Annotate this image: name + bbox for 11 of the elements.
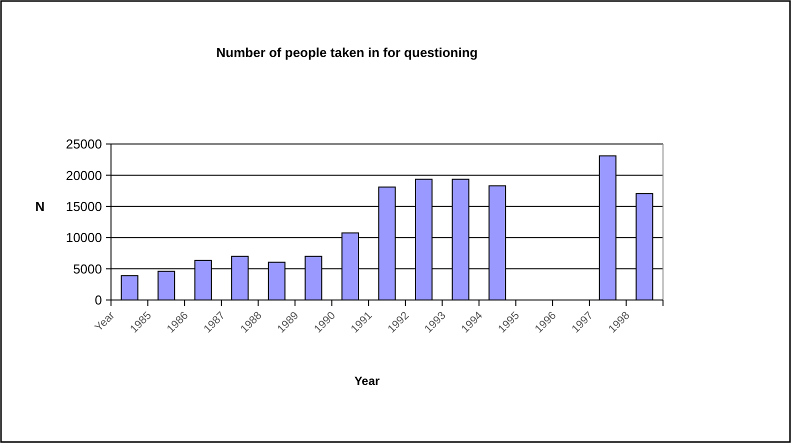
y-tick-label: 10000 — [66, 230, 102, 246]
chart-title: Number of people taken in for questioning — [216, 45, 478, 60]
y-tick-label: 15000 — [66, 198, 102, 214]
x-axis-title: Year — [354, 374, 380, 388]
y-tick-label: 5000 — [73, 261, 102, 276]
y-axis-title: N — [35, 199, 45, 214]
y-tick-label: 0 — [94, 292, 102, 308]
y-tick-label: 25000 — [66, 136, 102, 152]
y-tick-label: 20000 — [66, 168, 102, 183]
x-tick-label: Year — [92, 309, 118, 334]
bar — [120, 275, 138, 300]
